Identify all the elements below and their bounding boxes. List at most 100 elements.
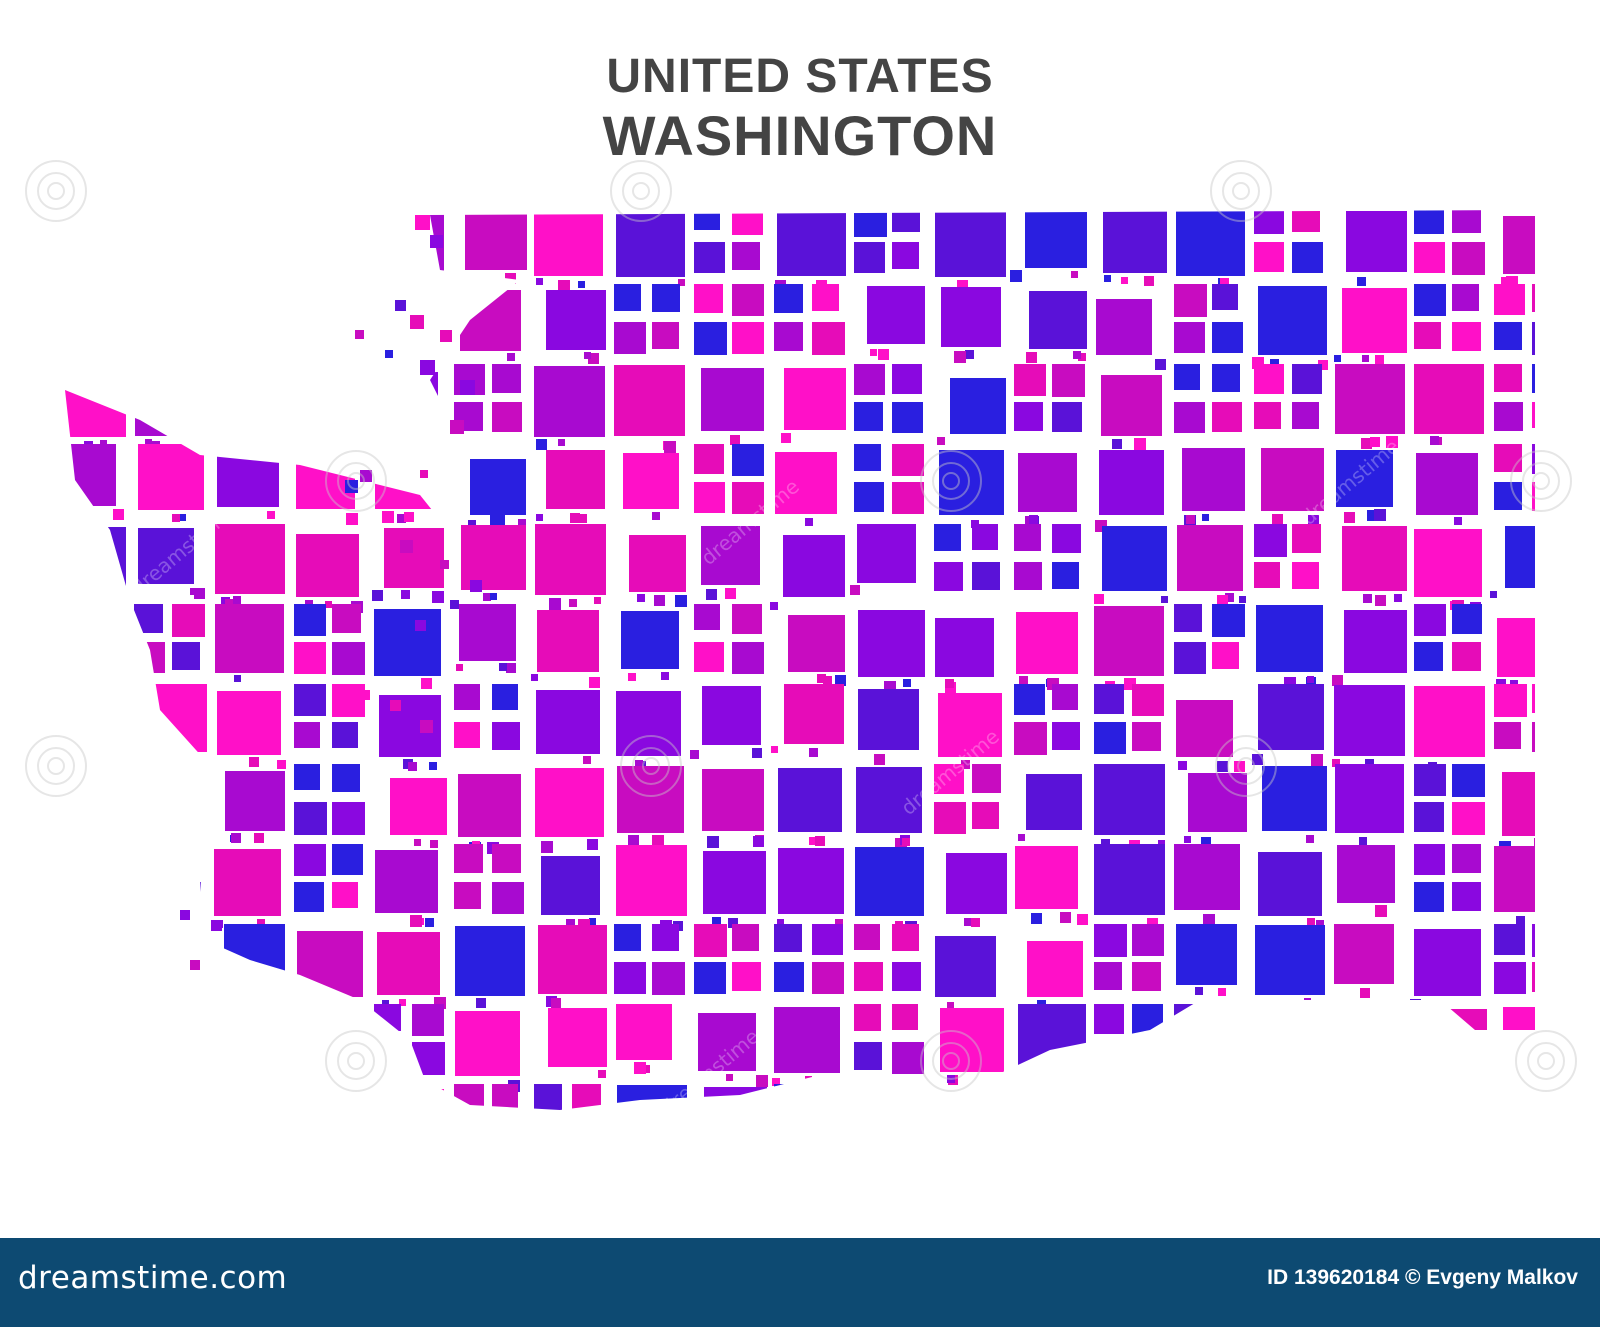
mosaic-chip <box>233 596 241 604</box>
mosaic-tile <box>972 802 999 829</box>
mosaic-tile <box>1414 764 1446 796</box>
mosaic-chip <box>1077 914 1088 925</box>
mosaic-tile <box>1094 764 1165 835</box>
mosaic-tile <box>1094 924 1127 957</box>
mosaic-tile <box>855 847 924 916</box>
mosaic-tile <box>1345 1009 1405 1069</box>
mosaic-tile <box>412 1004 444 1036</box>
island-chip <box>400 540 413 553</box>
mosaic-tile <box>1174 284 1207 317</box>
mosaic-tile <box>1419 1009 1487 1077</box>
mosaic-tile <box>1094 844 1165 915</box>
mosaic-tile <box>652 924 679 951</box>
mosaic-tile <box>1494 284 1525 315</box>
spiral-icon <box>1215 735 1277 797</box>
mosaic-tile <box>1344 1085 1403 1110</box>
mosaic-chip <box>499 663 507 671</box>
mosaic-tile <box>1452 322 1481 351</box>
footer-brand[interactable]: dreamstime.com <box>18 1260 288 1296</box>
mosaic-chip <box>190 588 197 595</box>
mosaic-tile <box>732 642 764 674</box>
mosaic-tile <box>938 693 1002 757</box>
mosaic-chip <box>231 833 241 843</box>
mosaic-chip <box>468 520 476 528</box>
mosaic-tile <box>1532 684 1535 713</box>
mosaic-tile <box>136 284 203 351</box>
mosaic-tile <box>1014 562 1042 590</box>
mosaic-tile <box>1452 764 1485 797</box>
mosaic-tile <box>1212 322 1243 353</box>
mosaic-chip <box>725 588 736 599</box>
mosaic-chip <box>451 273 459 281</box>
island-chip <box>420 470 428 478</box>
island-chip <box>360 690 370 700</box>
mosaic-chip <box>65 836 71 847</box>
mosaic-tile <box>1292 364 1322 394</box>
mosaic-chip <box>225 599 233 607</box>
mosaic-tile <box>732 444 764 476</box>
mosaic-tile <box>1254 1084 1280 1110</box>
mosaic-chip <box>318 1080 325 1087</box>
mosaic-chip <box>325 1002 335 1012</box>
mosaic-tile <box>1174 604 1202 632</box>
mosaic-tile <box>65 1042 81 1069</box>
mosaic-chip <box>372 590 383 601</box>
mosaic-tile <box>1532 924 1535 957</box>
mosaic-tile <box>858 610 925 677</box>
island-chip <box>440 330 452 342</box>
mosaic-tile <box>1132 962 1161 991</box>
mosaic-chip <box>678 279 685 286</box>
mosaic-tile <box>134 844 166 876</box>
mosaic-chip <box>1195 987 1203 995</box>
mosaic-tile <box>1532 364 1535 393</box>
mosaic-chip <box>911 1152 919 1160</box>
island-chip <box>385 350 393 358</box>
mosaic-chip <box>578 281 585 288</box>
mosaic-tile <box>536 690 600 754</box>
mosaic-chip <box>661 672 669 680</box>
island-chip <box>460 380 475 395</box>
mosaic-tile <box>1016 1085 1086 1110</box>
mosaic-chip <box>815 836 825 846</box>
mosaic-chip <box>1158 840 1165 847</box>
mosaic-tile <box>1132 924 1164 956</box>
mosaic-chip <box>1374 509 1386 521</box>
mosaic-chip <box>690 750 699 759</box>
mosaic-chip <box>589 677 600 688</box>
mosaic-tile <box>652 322 679 349</box>
island-chip <box>470 470 482 482</box>
mosaic-tile <box>1335 764 1404 833</box>
mosaic-chip <box>299 1156 307 1164</box>
mosaic-chip <box>1539 915 1550 926</box>
mosaic-tile <box>614 284 641 311</box>
mosaic-tile <box>298 210 358 268</box>
mosaic-tile <box>614 924 641 951</box>
mosaic-tile <box>1342 288 1407 353</box>
mosaic-tile <box>138 444 204 510</box>
mosaic-tile <box>1292 1122 1318 1148</box>
mosaic-chip <box>1369 1146 1379 1156</box>
mosaic-chip <box>1316 920 1324 928</box>
mosaic-chip <box>650 1158 661 1169</box>
mosaic-tile <box>1014 364 1046 396</box>
mosaic-tile <box>294 322 320 348</box>
mosaic-tile <box>252 364 280 392</box>
mosaic-chip <box>1463 1081 1472 1090</box>
mosaic-tile <box>390 778 447 835</box>
mosaic-chip <box>1332 759 1340 767</box>
mosaic-chip <box>570 513 580 523</box>
mosaic-chip <box>430 433 437 440</box>
mosaic-chip <box>594 597 601 604</box>
mosaic-chip <box>808 1159 816 1167</box>
mosaic-tile <box>1015 846 1078 909</box>
mosaic-chip <box>903 679 911 687</box>
mosaic-tile <box>215 524 285 594</box>
map-title: UNITED STATES WASHINGTON <box>0 50 1600 168</box>
mosaic-tile <box>172 1122 205 1155</box>
island-chip <box>490 510 505 525</box>
mosaic-chip <box>410 915 422 927</box>
mosaic-chip <box>566 919 575 928</box>
mosaic-tile <box>332 882 358 908</box>
mosaic-chip <box>817 674 826 683</box>
mosaic-tile <box>1494 962 1526 994</box>
